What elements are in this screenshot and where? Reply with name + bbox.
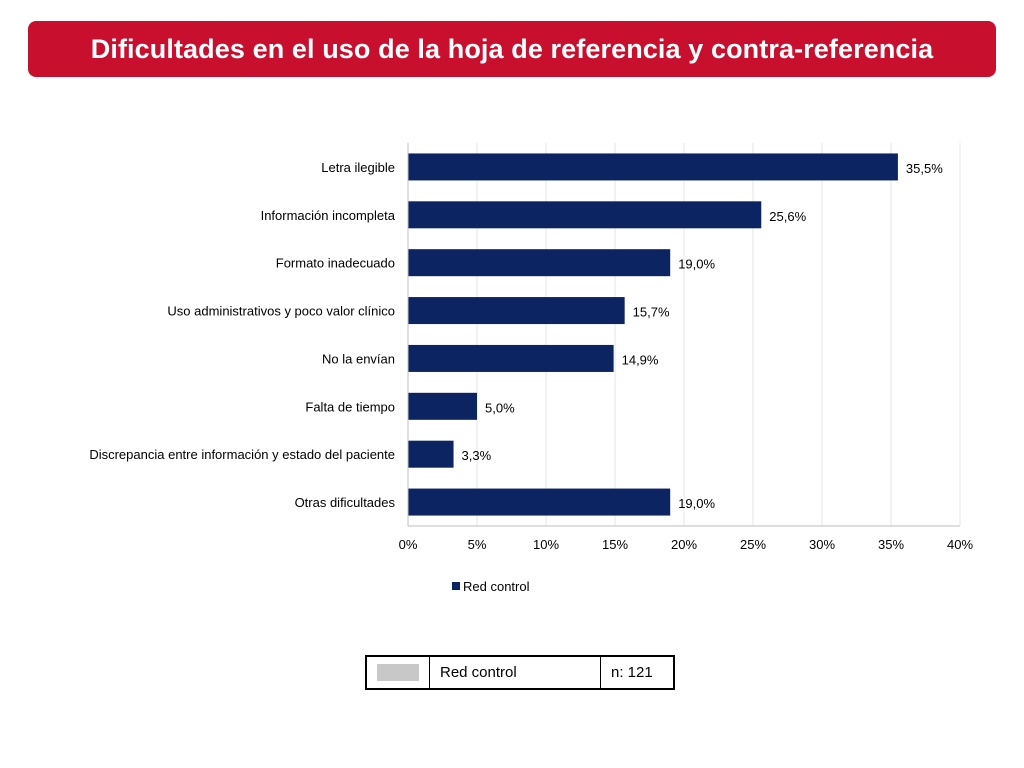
x-tick-label: 20% — [671, 537, 697, 552]
legend-marker — [452, 582, 460, 590]
x-tick-label: 10% — [533, 537, 559, 552]
grid-layer — [476, 143, 961, 526]
legend-series-name: Red control — [430, 657, 601, 688]
category-label: Letra ilegible — [321, 160, 395, 175]
data-label: 35,5% — [906, 161, 943, 176]
sample-size-legend: Red control n: 121 — [365, 655, 675, 690]
x-tick-label: 35% — [878, 537, 904, 552]
legend-swatch — [377, 664, 419, 681]
x-tick-label: 30% — [809, 537, 835, 552]
x-tick-label: 40% — [947, 537, 973, 552]
x-tick-label: 15% — [602, 537, 628, 552]
category-label: Otras dificultades — [295, 495, 396, 510]
data-label: 15,7% — [633, 305, 670, 320]
axis-layer: 0% 5% 10% 15% 20% 25% 30% 35% 40% Letra ilegible I… — [89, 143, 973, 552]
legend-swatch-cell — [367, 657, 430, 688]
data-label: 14,9% — [622, 352, 659, 367]
bar — [408, 344, 614, 372]
bar — [408, 153, 898, 181]
x-tick-label: 25% — [740, 537, 766, 552]
chart-legend: Red control — [452, 579, 530, 594]
data-label: 19,0% — [678, 257, 715, 272]
category-label: Uso administrativos y poco valor clínico — [167, 304, 395, 319]
bar — [408, 392, 477, 420]
category-label: No la envían — [322, 351, 395, 366]
data-label: 25,6% — [769, 209, 806, 224]
bar — [408, 297, 625, 325]
data-label: 5,0% — [485, 400, 515, 415]
category-label: Formato inadecuado — [276, 256, 395, 271]
bar — [408, 201, 762, 229]
title-banner: Dificultades en el uso de la hoja de ref… — [28, 21, 996, 77]
bar — [408, 440, 454, 468]
data-label: 19,0% — [678, 496, 715, 511]
category-label: Falta de tiempo — [305, 399, 395, 414]
bar-layer: 35,5% 25,6% 19,0% 15,7% 14,9% 5,0% 3,3% 19,0% — [408, 153, 943, 516]
x-tick-label: 0% — [399, 537, 418, 552]
category-label: Información incompleta — [261, 208, 396, 223]
page-title: Dificultades en el uso de la hoja de ref… — [90, 33, 934, 64]
x-tick-label: 5% — [468, 537, 487, 552]
bar — [408, 249, 671, 277]
data-label: 3,3% — [462, 448, 492, 463]
sample-size: n: 121 — [611, 664, 653, 681]
legend-label: Red control — [463, 579, 530, 594]
bar — [408, 488, 671, 516]
category-label: Discrepancia entre información y estado … — [89, 447, 395, 462]
